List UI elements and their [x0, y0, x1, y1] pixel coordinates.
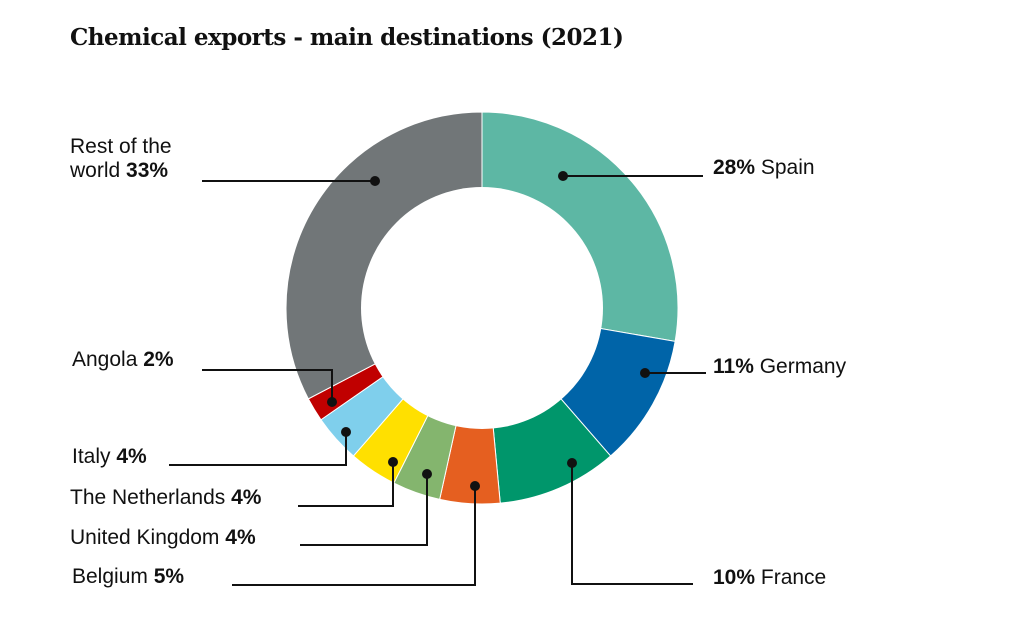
- label-belgium: Belgium 5%: [72, 565, 185, 588]
- label-spain: 28% Spain: [713, 156, 815, 179]
- label-germany: 11% Germany: [713, 355, 847, 378]
- donut-hole: [361, 187, 603, 429]
- leader-angola: [202, 369, 333, 402]
- leader-netherlands: [298, 462, 394, 507]
- label-italy: Italy 4%: [72, 445, 147, 468]
- label-angola: Angola 2%: [72, 348, 174, 371]
- leader-france: [571, 463, 693, 585]
- leader-belgium: [232, 486, 476, 586]
- leader-italy: [169, 432, 347, 466]
- leader-dots: [327, 171, 650, 491]
- leader-lines: [169, 175, 706, 586]
- label-rest: Rest of the world 33%: [70, 135, 172, 182]
- label-france: 10% France: [713, 566, 827, 589]
- label-uk: United Kingdom 4%: [70, 526, 256, 549]
- label-netherlands: The Netherlands 4%: [70, 486, 262, 509]
- leader-uk: [300, 474, 428, 546]
- chart-title: Chemical exports - main destinations (20…: [70, 24, 624, 51]
